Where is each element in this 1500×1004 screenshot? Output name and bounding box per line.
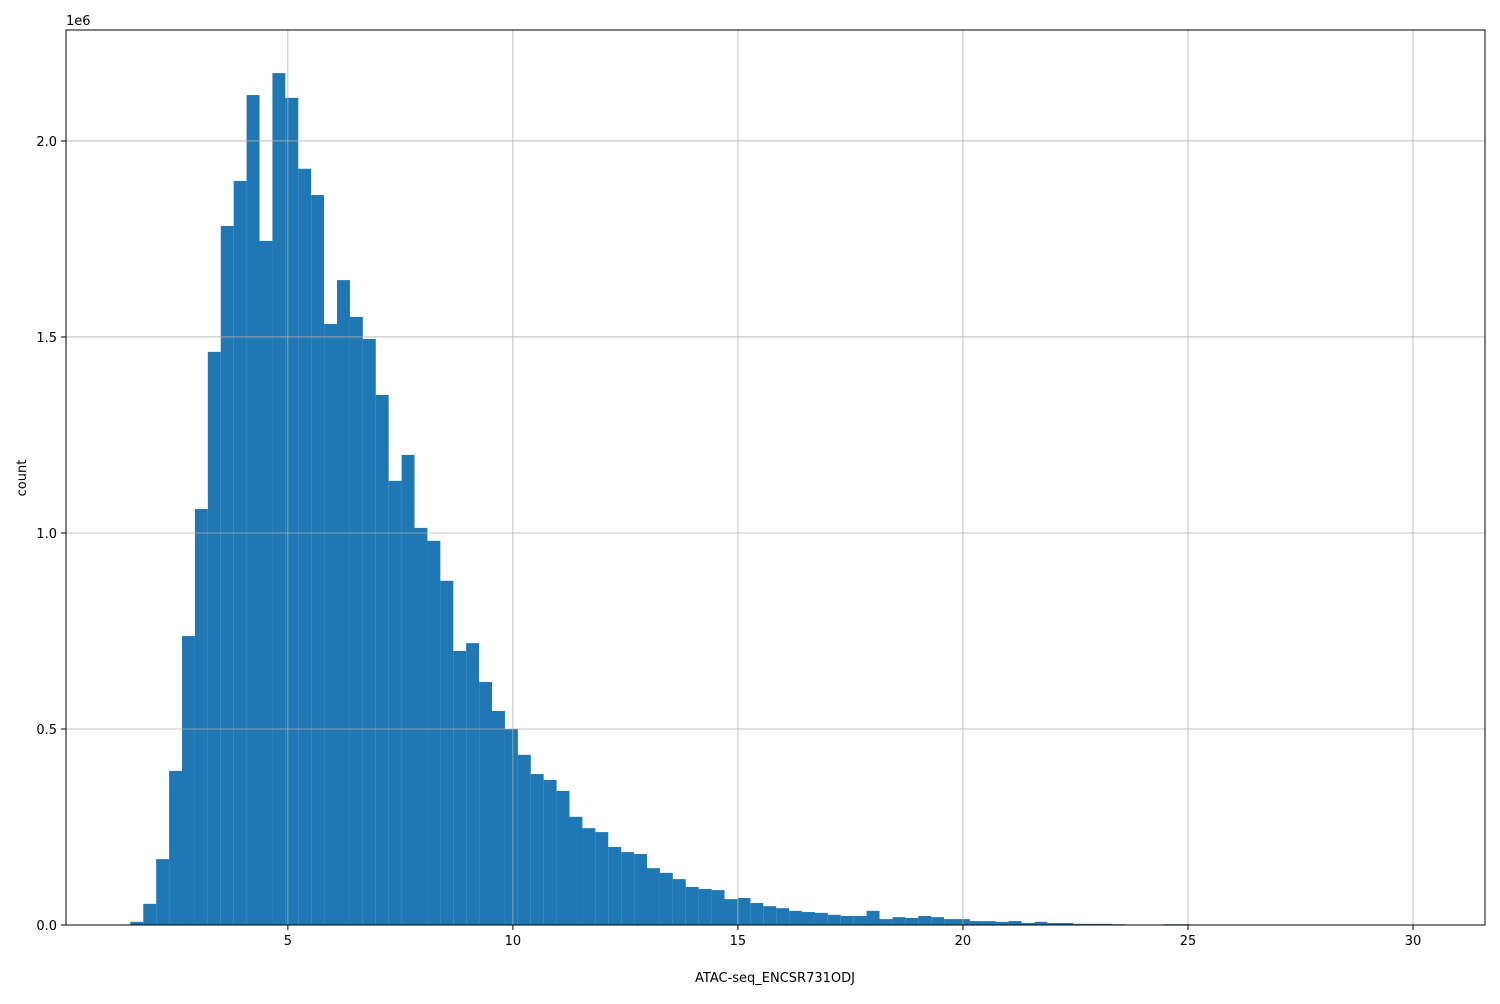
bar <box>363 339 376 925</box>
bar <box>272 73 285 925</box>
y-tick-label: 0.5 <box>36 723 57 738</box>
bar <box>557 791 570 925</box>
bar <box>389 481 402 925</box>
bar <box>311 195 324 925</box>
bar <box>970 921 983 925</box>
y-axis-label: count <box>15 460 30 497</box>
bar <box>570 817 583 925</box>
bar <box>143 904 156 925</box>
bar <box>1009 921 1022 925</box>
bar <box>841 916 854 925</box>
x-tick-label: 25 <box>1180 934 1197 949</box>
bar <box>453 651 466 925</box>
bar <box>828 915 841 925</box>
bar <box>815 913 828 925</box>
bar <box>983 921 996 925</box>
bar <box>763 906 776 925</box>
bar <box>324 324 337 925</box>
bar <box>673 879 686 925</box>
bar <box>867 911 880 925</box>
bar <box>944 919 957 925</box>
bar <box>298 169 311 925</box>
bar <box>518 755 531 925</box>
bar <box>647 868 660 925</box>
x-tick-label: 15 <box>730 934 747 949</box>
bar <box>208 352 221 925</box>
bar <box>931 917 944 925</box>
bar <box>260 241 273 925</box>
bar <box>350 317 363 925</box>
bar <box>776 908 789 925</box>
bar <box>544 780 557 925</box>
y-tick-label: 1.0 <box>36 527 57 542</box>
y-tick-label: 0.0 <box>36 919 57 934</box>
bar <box>789 911 802 925</box>
bar <box>582 828 595 925</box>
x-tick-label: 20 <box>955 934 972 949</box>
bar <box>234 181 247 925</box>
bar <box>621 852 634 925</box>
bar <box>505 729 518 925</box>
x-axis-label: ATAC-seq_ENCSR731ODJ <box>695 971 855 986</box>
bar <box>402 455 415 925</box>
bar <box>247 95 260 925</box>
bar <box>427 541 440 925</box>
bar <box>415 528 428 925</box>
bar <box>892 917 905 925</box>
bar <box>195 509 208 925</box>
bar <box>221 226 234 925</box>
bar <box>750 903 763 925</box>
bar <box>169 771 182 925</box>
x-tick-label: 30 <box>1405 934 1422 949</box>
y-tick-label: 2.0 <box>36 135 57 150</box>
x-tick-label: 5 <box>284 934 292 949</box>
bar <box>737 898 750 925</box>
bar <box>376 395 389 925</box>
bar <box>595 832 608 925</box>
bar <box>531 774 544 925</box>
bar <box>686 887 699 925</box>
bar <box>479 682 492 925</box>
bar <box>492 711 505 925</box>
y-tick-label: 1.5 <box>36 331 57 346</box>
bar <box>182 636 195 925</box>
bar <box>156 859 169 925</box>
bar <box>466 643 479 925</box>
bar <box>802 912 815 925</box>
bar <box>634 854 647 925</box>
bar <box>918 916 931 925</box>
bar <box>285 98 298 925</box>
bar <box>337 280 350 925</box>
bar <box>725 899 738 925</box>
bar <box>905 918 918 925</box>
bar <box>957 919 970 925</box>
x-tick-label: 10 <box>505 934 522 949</box>
bar <box>608 847 621 925</box>
bar <box>699 889 712 925</box>
bar <box>660 873 673 925</box>
bar <box>880 919 893 925</box>
y-offset-label: 1e6 <box>66 14 91 29</box>
bar <box>854 916 867 925</box>
bar <box>712 890 725 925</box>
bar <box>440 581 453 925</box>
